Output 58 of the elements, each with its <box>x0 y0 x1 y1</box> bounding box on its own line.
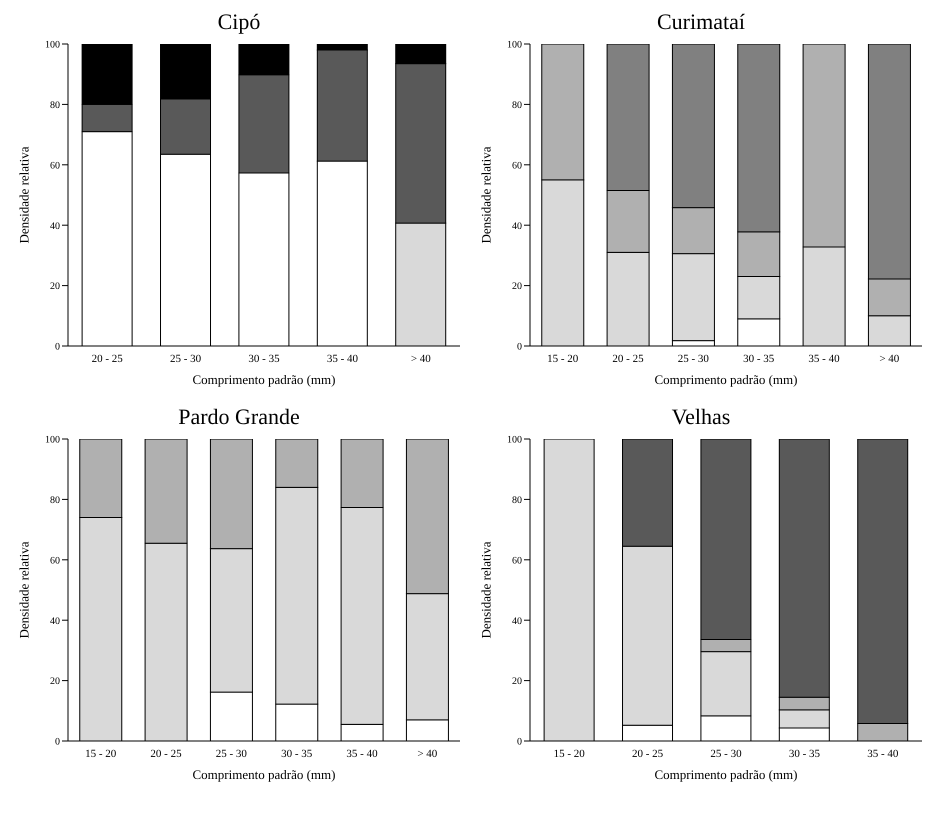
y-tick-label: 0 <box>55 342 60 353</box>
x-tick-label: 35 - 40 <box>808 352 840 365</box>
x-tick-label: 30 - 35 <box>281 748 313 760</box>
y-tick-label: 80 <box>512 494 522 506</box>
x-tick-label: 30 - 35 <box>248 352 280 365</box>
y-axis-title: Densidade relativa <box>478 541 494 639</box>
x-tick-label: 20 - 25 <box>612 352 644 365</box>
y-tick-label: 80 <box>50 100 60 111</box>
x-tick-label: 25 - 30 <box>216 748 248 760</box>
chart-title: Velhas <box>670 403 732 431</box>
x-axis-title: Comprimento padrão (mm) <box>192 767 336 782</box>
x-tick-label: 15 - 20 <box>547 352 579 365</box>
chart-title: Pardo Grande <box>177 403 301 431</box>
y-tick-label: 60 <box>512 160 522 172</box>
x-tick-label: 20 - 25 <box>150 748 182 760</box>
x-tick-label: 15 - 20 <box>85 748 117 760</box>
y-tick-label: 20 <box>512 676 522 688</box>
y-tick-label: 20 <box>50 676 60 688</box>
x-tick-label: 30 - 35 <box>743 352 775 365</box>
y-axis-title: Densidade relativa <box>16 146 32 244</box>
x-tick-label: 20 - 25 <box>92 352 124 365</box>
y-tick-label: 80 <box>512 100 522 111</box>
y-tick-label: 20 <box>50 281 60 292</box>
x-tick-label: 35 - 40 <box>867 748 899 760</box>
x-tick-label: > 40 <box>410 352 432 365</box>
y-tick-label: 100 <box>507 434 522 446</box>
x-tick-label: 35 - 40 <box>346 748 378 760</box>
x-axis-title: Comprimento padrão (mm) <box>192 372 336 387</box>
x-tick-label: 20 - 25 <box>632 748 664 760</box>
y-axis-title: Densidade relativa <box>16 541 32 639</box>
chart-title: Curimataí <box>656 8 746 36</box>
x-tick-label: 30 - 35 <box>788 748 820 760</box>
y-tick-label: 100 <box>45 434 60 446</box>
y-tick-label: 0 <box>55 736 60 748</box>
y-tick-label: 60 <box>50 160 60 172</box>
y-tick-label: 100 <box>507 40 522 51</box>
y-tick-label: 80 <box>50 494 60 506</box>
x-tick-label: > 40 <box>417 748 438 760</box>
y-tick-label: 60 <box>512 555 522 566</box>
y-tick-label: 40 <box>512 220 522 232</box>
y-tick-label: 40 <box>50 616 60 627</box>
y-tick-label: 0 <box>517 342 522 353</box>
y-tick-label: 60 <box>50 555 60 566</box>
x-axis-title: Comprimento padrão (mm) <box>654 767 798 782</box>
x-tick-label: 15 - 20 <box>554 748 586 760</box>
y-tick-label: 100 <box>45 40 60 51</box>
y-tick-label: 40 <box>50 220 60 232</box>
x-tick-label: 25 - 30 <box>170 352 202 365</box>
x-axis-title: Comprimento padrão (mm) <box>654 372 798 387</box>
x-tick-label: 25 - 30 <box>710 748 742 760</box>
x-tick-label: 35 - 40 <box>326 352 358 365</box>
y-tick-label: 20 <box>512 281 522 292</box>
y-tick-label: 0 <box>517 736 522 748</box>
x-tick-label: > 40 <box>879 352 900 365</box>
chart-title: Cipó <box>216 8 262 36</box>
y-axis-title: Densidade relativa <box>478 146 494 244</box>
y-tick-label: 40 <box>512 616 522 627</box>
x-tick-label: 25 - 30 <box>678 352 710 365</box>
